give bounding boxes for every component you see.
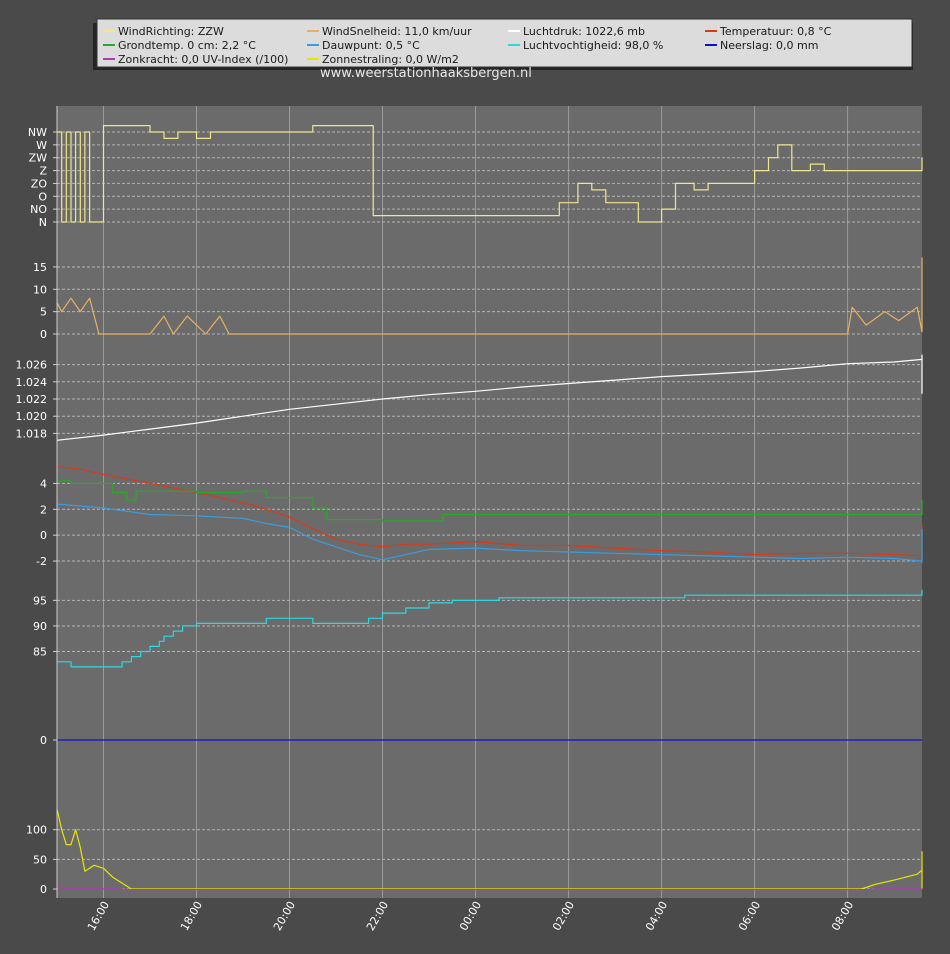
y-tick-label: 0	[40, 734, 47, 747]
y-tick-label: 50	[33, 853, 47, 866]
y-tick-label: 1.024	[16, 376, 48, 389]
y-tick-label: 15	[33, 261, 47, 274]
y-tick-label: -2	[36, 555, 47, 568]
series-line-solar	[56, 808, 923, 890]
series-line-temperature	[56, 503, 923, 563]
y-tick-label: 1.026	[16, 359, 48, 372]
series-line-wind-speed	[56, 257, 923, 335]
legend-label: Grondtemp. 0 cm: 2,2 °C	[118, 39, 256, 52]
y-tick-label: 2	[40, 503, 47, 516]
legend-label: Dauwpunt: 0,5 °C	[322, 39, 420, 52]
y-tick-label: 100	[26, 824, 47, 837]
series-line-solar	[57, 888, 923, 891]
y-tick-label: ZW	[29, 152, 48, 165]
legend-box	[96, 18, 913, 68]
series-line-wind-direction	[57, 125, 923, 223]
y-tick-label: 1.022	[16, 393, 48, 406]
legend-label: Luchtdruk: 1022,6 mb	[523, 25, 645, 38]
y-tick-label: 1.018	[16, 427, 48, 440]
watermark-text: www.weerstationhaaksbergen.nl	[320, 66, 532, 81]
y-tick-label: 10	[33, 283, 47, 296]
y-tick-label: 0	[40, 883, 47, 896]
y-tick-label: 0	[40, 328, 47, 341]
legend-label: WindSnelheid: 11,0 km/uur	[322, 25, 472, 38]
y-tick-label: 95	[33, 594, 47, 607]
y-tick-label: NO	[30, 203, 47, 216]
series-line-humidity	[57, 589, 923, 668]
y-tick-label: 5	[40, 306, 47, 319]
y-tick-label: W	[36, 139, 47, 152]
y-tick-label: O	[38, 190, 47, 203]
legend-label: Zonnestraling: 0,0 W/m2	[322, 53, 459, 66]
legend-label: WindRichting: ZZW	[118, 25, 224, 38]
y-tick-label: 4	[40, 477, 47, 490]
legend-label: Zonkracht: 0,0 UV-Index (/100)	[118, 53, 288, 66]
legend-entries: WindRichting: ZZW WindSnelheid: 11,0 km/u…	[103, 25, 832, 66]
series-line-pressure	[56, 354, 923, 441]
series-line-temperature	[57, 480, 923, 522]
y-tick-label: N	[39, 216, 47, 229]
y-tick-label: 90	[33, 620, 47, 633]
legend-label: Neerslag: 0,0 mm	[720, 39, 818, 52]
y-tick-label: 1.020	[16, 410, 48, 423]
plot-area	[57, 106, 922, 898]
y-tick-label: NW	[28, 126, 47, 139]
legend-label: Temperatuur: 0,8 °C	[719, 25, 832, 38]
y-tick-label: Z	[39, 165, 47, 178]
y-tick-label: 0	[40, 529, 47, 542]
y-tick-label: 85	[33, 646, 47, 659]
series-lines	[56, 125, 923, 891]
y-tick-label: ZO	[31, 177, 48, 190]
legend: WindRichting: ZZW WindSnelheid: 11,0 km/u…	[93, 18, 913, 81]
legend-label: Luchtvochtigheid: 98,0 %	[523, 39, 663, 52]
